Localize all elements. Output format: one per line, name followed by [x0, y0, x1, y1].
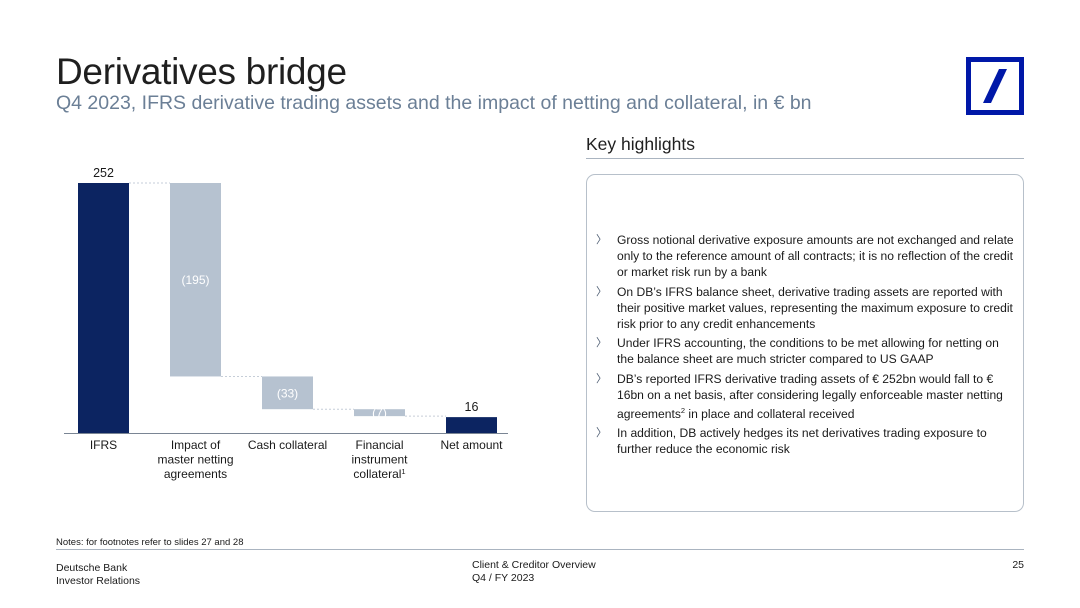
page-title: Derivatives bridge [56, 51, 347, 92]
footer-left: Deutsche Bank Investor Relations [56, 562, 140, 588]
footer-company: Deutsche Bank [56, 562, 128, 574]
page-number: 25 [1012, 559, 1024, 571]
category-label: Cash collateral [248, 438, 327, 452]
category-label: IFRS [90, 438, 117, 452]
bar [170, 183, 221, 377]
footer-doc-title: Client & Creditor Overview [472, 559, 596, 571]
chevron-right-icon: 〉 [596, 372, 607, 385]
bar [262, 376, 313, 410]
highlight-bullet: 〉 DB’s reported IFRS derivative trading a… [596, 371, 1003, 422]
key-highlights-rule [586, 158, 1024, 159]
footer-department: Investor Relations [56, 575, 141, 587]
footnote-mark: 2 [680, 406, 686, 416]
chevron-right-icon: 〉 [596, 285, 607, 298]
highlight-bullet: 〉 Under IFRS accounting, the conditions t… [596, 336, 999, 367]
bar [78, 183, 129, 433]
chevron-right-icon: 〉 [596, 427, 607, 440]
bar [354, 409, 405, 417]
bar [446, 417, 497, 433]
key-highlights-box [586, 174, 1024, 512]
highlight-bullet: 〉 In addition, DB actively hedges its net… [596, 426, 987, 457]
key-highlights-title: Key highlights [586, 134, 695, 154]
data-label: (195) [181, 273, 209, 287]
data-label: (7) [372, 406, 387, 420]
footer-period: Q4 / FY 2023 [472, 572, 535, 584]
category-label: agreements [164, 467, 227, 481]
data-label: 16 [465, 400, 479, 414]
chevron-right-icon: 〉 [596, 234, 607, 246]
deutsche-bank-logo-icon [966, 57, 1024, 115]
data-label: (33) [277, 386, 298, 400]
footer-middle: Client & Creditor Overview Q4 / FY 2023 [472, 559, 596, 585]
page-subtitle: Q4 2023, IFRS derivative trading assets … [56, 92, 812, 114]
category-label: master netting [157, 453, 233, 467]
footnote-mark: 1 [401, 467, 405, 476]
key-highlights-list: 〉 Gross notional derivative exposure amou… [596, 232, 1014, 461]
notes: Notes: for footnotes refer to slides 27 … [56, 537, 244, 548]
chevron-right-icon: 〉 [596, 337, 607, 350]
category-label: instrument [351, 453, 408, 467]
category-label: Net amount [440, 438, 503, 452]
data-label: 252 [93, 166, 114, 180]
category-label: Financial [355, 438, 403, 452]
highlight-bullet: 〉 Gross notional derivative exposure amou… [596, 233, 1014, 280]
footer-rule [56, 549, 1024, 550]
category-label: Impact of [171, 438, 221, 452]
highlight-bullet: 〉 On DB’s IFRS balance sheet, derivative … [596, 284, 1013, 332]
category-label: collateral1 [353, 467, 405, 481]
